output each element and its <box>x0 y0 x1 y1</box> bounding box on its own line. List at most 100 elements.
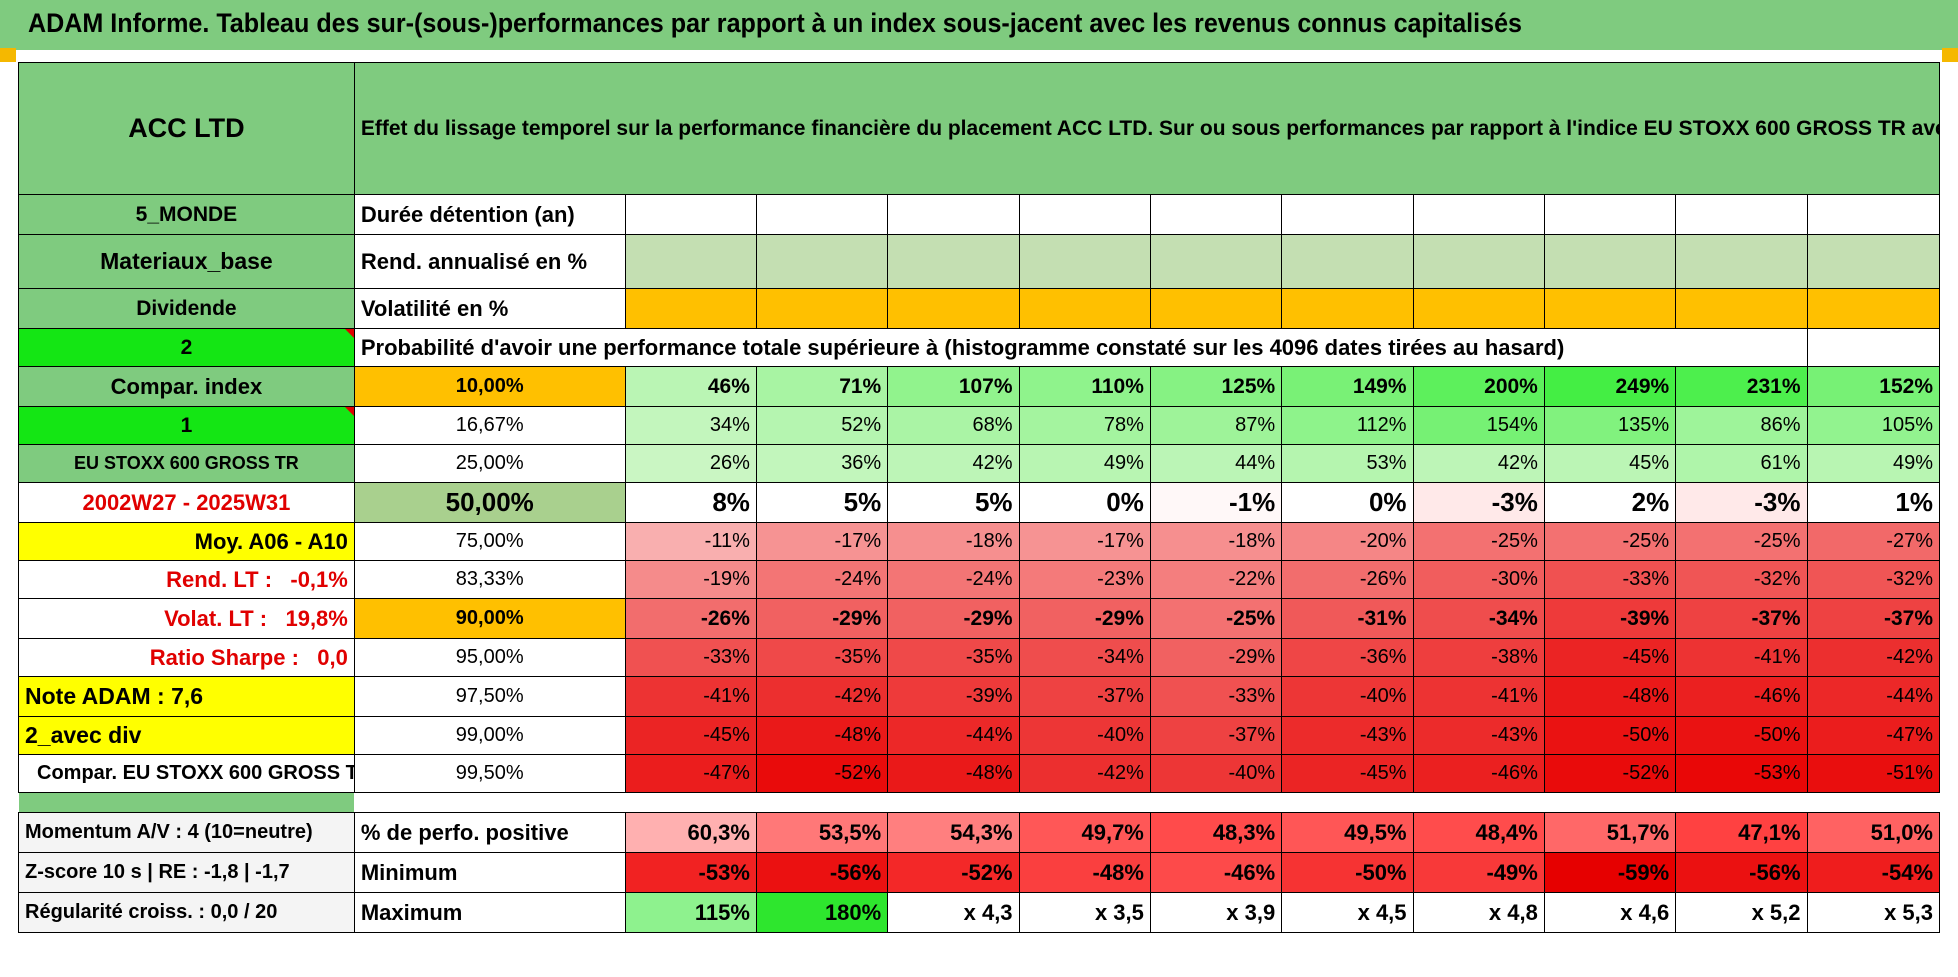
percentile-value: -29% <box>1149 638 1283 677</box>
period: 2002W27 - 2025W31 <box>18 482 355 523</box>
percentile-value: -47% <box>1806 716 1941 755</box>
left-edge-marker <box>0 48 16 62</box>
percentile-value: -44% <box>1806 676 1941 717</box>
percentile-value: -34% <box>1018 638 1151 677</box>
percentile-value: -52% <box>755 754 889 793</box>
minimum-value: -52% <box>887 852 1020 893</box>
year-header <box>1806 194 1941 235</box>
description: Effet du lissage temporel sur la perform… <box>353 62 1941 195</box>
percentile-value: 34% <box>624 406 757 445</box>
duree-label: Durée détention (an) <box>353 194 626 235</box>
title-bar: ADAM Informe. Tableau des sur-(sous-)per… <box>0 0 1958 50</box>
vol-value <box>624 288 757 329</box>
percentile-value: -42% <box>755 676 889 717</box>
year-header <box>1149 194 1283 235</box>
percentile-row: Moy. A06 - A10 75,00% -11% -17% -18% -17% -18%… <box>18 522 1941 561</box>
percentile-label: 50,00% <box>353 482 626 523</box>
maximum-value: x 4,3 <box>887 892 1020 933</box>
percentile-value: -46% <box>1412 754 1545 793</box>
minimum-label: Minimum <box>353 852 626 893</box>
zscore: Z-score 10 s | RE : -1,8 | -1,7 <box>18 852 355 893</box>
percentile-value: -45% <box>1543 638 1677 677</box>
percentile-label: 25,00% <box>353 444 626 483</box>
vol-value <box>1281 288 1414 329</box>
vol-value <box>755 288 889 329</box>
year-header <box>887 194 1020 235</box>
percentile-value: 87% <box>1149 406 1283 445</box>
sharpe: Ratio Sharpe : 0,0 <box>18 638 355 677</box>
vol-label: Volatilité en % <box>353 288 626 329</box>
percentile-value: -38% <box>1412 638 1545 677</box>
percentile-value: 44% <box>1149 444 1283 483</box>
region: 5_MONDE <box>18 194 355 235</box>
percentile-value: 42% <box>1412 444 1545 483</box>
dividend-value[interactable]: 2 <box>18 328 355 367</box>
percentile-value: -1% <box>1149 482 1283 523</box>
positive-value: 51,0% <box>1806 812 1941 853</box>
percentile-value: -43% <box>1281 716 1414 755</box>
vol-value <box>1018 288 1151 329</box>
percentile-value: -11% <box>624 522 757 561</box>
percentile-value: 71% <box>755 366 889 407</box>
compar-index-value[interactable]: 1 <box>18 406 355 445</box>
maximum-value: x 3,9 <box>1149 892 1283 933</box>
percentile-value: 135% <box>1543 406 1677 445</box>
rend-value <box>887 234 1020 289</box>
rend-value <box>1018 234 1151 289</box>
percentile-value: -3% <box>1675 482 1808 523</box>
right-edge-marker <box>1942 48 1958 62</box>
volat-lt-value: 19,8% <box>285 605 348 631</box>
percentile-value: 110% <box>1018 366 1151 407</box>
vol-value <box>887 288 1020 329</box>
positive-value: 53,5% <box>755 812 889 853</box>
maximum-value: x 5,3 <box>1806 892 1941 933</box>
percentile-value: 68% <box>887 406 1020 445</box>
rend-value <box>755 234 889 289</box>
percentile-value: -3% <box>1412 482 1545 523</box>
percentile-value: -41% <box>1675 638 1808 677</box>
rend-lt: Rend. LT : -0,1% <box>18 560 355 599</box>
percentile-value: -45% <box>624 716 757 755</box>
rend-lt-label: Rend. LT : <box>166 566 273 592</box>
percentile-value: -27% <box>1806 522 1941 561</box>
percentile-value: -50% <box>1543 716 1677 755</box>
spacer-cell <box>354 792 1940 813</box>
index-name: EU STOXX 600 GROSS TR <box>18 444 355 483</box>
vol-value <box>1149 288 1283 329</box>
percentile-row: Note ADAM : 7,6 97,50% -41% -42% -39% -37% -33… <box>18 676 1941 717</box>
percentile-value: -42% <box>1806 638 1941 677</box>
positive-value: 54,3% <box>887 812 1020 853</box>
percentile-value: -40% <box>1281 676 1414 717</box>
percentile-value: -48% <box>887 754 1020 793</box>
year-header <box>624 194 757 235</box>
percentile-value: 154% <box>1412 406 1545 445</box>
percentile-value: -35% <box>887 638 1020 677</box>
percentile-row: 2_avec div 99,00% -45% -48% -44% -40% -37% -43%… <box>18 716 1941 755</box>
percentile-value: 231% <box>1675 366 1808 407</box>
percentile-value: -25% <box>1675 522 1808 561</box>
percentile-value: 42% <box>887 444 1020 483</box>
percentile-value: -25% <box>1149 598 1283 639</box>
percentile-value: -52% <box>1543 754 1677 793</box>
percentile-value: -31% <box>1281 598 1414 639</box>
maximum-value: 180% <box>755 892 889 933</box>
percentile-row: 2002W27 - 2025W31 50,00% 8% 5% 5% 0% -1% 0% -3% 2… <box>18 482 1941 523</box>
minimum-value: -49% <box>1412 852 1545 893</box>
percentile-value: -50% <box>1675 716 1808 755</box>
percentile-value: -25% <box>1412 522 1545 561</box>
percentile-value: 105% <box>1806 406 1941 445</box>
positive-value: 48,4% <box>1412 812 1545 853</box>
rend-value <box>1806 234 1941 289</box>
percentile-value: -37% <box>1018 676 1151 717</box>
percentile-value: 49% <box>1806 444 1941 483</box>
minimum-value: -54% <box>1806 852 1941 893</box>
percentile-value: 46% <box>624 366 757 407</box>
positive-value: 51,7% <box>1543 812 1677 853</box>
rend-label: Rend. annualisé en % <box>353 234 626 289</box>
positive-value: 47,1% <box>1675 812 1808 853</box>
percentile-value: 152% <box>1806 366 1941 407</box>
percentile-value: -32% <box>1675 560 1808 599</box>
minimum-value: -48% <box>1018 852 1151 893</box>
rend-value <box>624 234 757 289</box>
maximum-value: x 4,5 <box>1281 892 1414 933</box>
